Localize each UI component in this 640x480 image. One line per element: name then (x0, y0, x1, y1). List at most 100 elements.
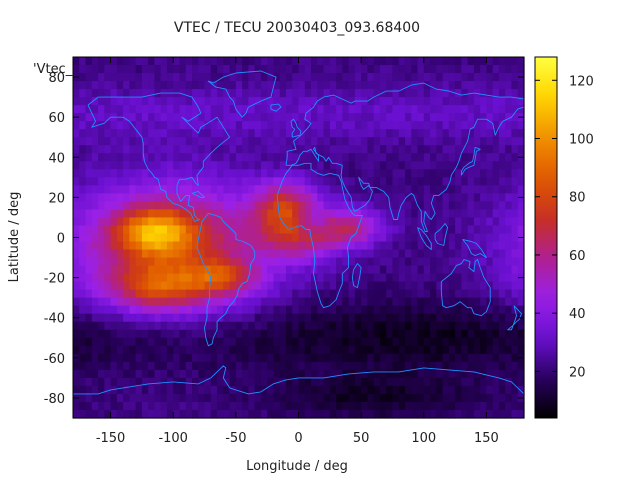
heatmap-cell (348, 297, 356, 307)
heatmap-cell (498, 129, 506, 138)
heatmap-cell (235, 137, 243, 146)
heatmap-cell (210, 377, 218, 387)
heatmap-cell (91, 177, 99, 186)
heatmap-cell (467, 321, 475, 331)
heatmap-cell (73, 89, 80, 98)
heatmap-cell (361, 409, 368, 419)
heatmap-cell (267, 225, 275, 235)
heatmap-cell (85, 153, 93, 162)
heatmap-cell (116, 137, 124, 146)
heatmap-cell (123, 153, 130, 162)
heatmap-cell (386, 217, 394, 227)
heatmap-cell (392, 129, 400, 138)
heatmap-cell (423, 145, 431, 154)
heatmap-cell (442, 217, 450, 227)
heatmap-cell (166, 401, 174, 411)
heatmap-cell (217, 161, 224, 170)
heatmap-cell (217, 145, 224, 154)
heatmap-cell (135, 409, 143, 419)
heatmap-cell (154, 273, 162, 283)
heatmap-cell (116, 73, 124, 82)
heatmap-cell (141, 313, 149, 323)
y-tick-label: 80 (48, 71, 65, 86)
heatmap-cell (492, 89, 500, 98)
heatmap-cell (292, 313, 300, 323)
heatmap-cell (361, 129, 368, 138)
heatmap-cell (404, 265, 412, 275)
heatmap-cell (198, 337, 206, 347)
heatmap-cell (348, 401, 356, 411)
heatmap-cell (304, 265, 312, 275)
heatmap-cell (467, 401, 475, 411)
heatmap-cell (336, 369, 343, 379)
heatmap-cell (148, 321, 156, 331)
heatmap-cell (110, 337, 118, 347)
heatmap-cell (448, 153, 456, 162)
heatmap-cell (392, 201, 400, 211)
heatmap-cell (198, 281, 206, 291)
heatmap-cell (311, 225, 318, 235)
heatmap-cell (442, 225, 450, 235)
heatmap-cell (123, 297, 130, 307)
heatmap-cell (423, 201, 431, 211)
heatmap-cell (448, 97, 456, 106)
heatmap-cell (129, 185, 137, 194)
heatmap-cell (279, 177, 287, 186)
heatmap-cell (248, 337, 256, 347)
heatmap-cell (217, 305, 224, 315)
heatmap-cell (398, 337, 406, 347)
heatmap-cell (461, 241, 469, 251)
heatmap-cell (292, 177, 300, 186)
heatmap-cell (279, 97, 287, 106)
heatmap-cell (392, 345, 400, 355)
heatmap-cell (411, 121, 419, 130)
heatmap-cell (198, 161, 206, 170)
heatmap-cell (267, 281, 275, 291)
heatmap-cell (392, 393, 400, 403)
y-tick-label: 60 (48, 111, 65, 126)
heatmap-cell (123, 121, 130, 130)
heatmap-cell (254, 97, 262, 106)
heatmap-cell (73, 281, 80, 291)
heatmap-cell (442, 121, 450, 130)
heatmap-cell (379, 57, 387, 66)
heatmap-cell (267, 289, 275, 299)
heatmap-cell (417, 401, 425, 411)
heatmap-cell (311, 393, 318, 403)
heatmap-cell (436, 97, 444, 106)
heatmap-cell (260, 113, 268, 122)
heatmap-cell (85, 121, 93, 130)
heatmap-cell (367, 385, 375, 395)
heatmap-cell (379, 369, 387, 379)
heatmap-cell (392, 369, 400, 379)
heatmap-cell (486, 161, 494, 170)
heatmap-cell (417, 369, 425, 379)
heatmap-cell (392, 313, 400, 323)
heatmap-cell (336, 337, 343, 347)
heatmap-cell (361, 169, 368, 178)
heatmap-cell (373, 249, 381, 259)
heatmap-cell (379, 201, 387, 211)
heatmap-cell (467, 97, 475, 106)
heatmap-cell (198, 65, 206, 74)
heatmap-cell (148, 65, 156, 74)
heatmap-cell (473, 225, 481, 235)
heatmap-cell (148, 377, 156, 387)
heatmap-cell (455, 193, 462, 202)
heatmap-cell (223, 233, 231, 243)
heatmap-cell (141, 353, 149, 363)
heatmap-cell (210, 89, 218, 98)
heatmap-cell (317, 113, 325, 122)
heatmap-cell (185, 137, 193, 146)
heatmap-cell (461, 89, 469, 98)
heatmap-cell (217, 113, 224, 122)
heatmap-cell (166, 185, 174, 194)
heatmap-cell (511, 313, 519, 323)
heatmap-cell (242, 73, 249, 82)
heatmap-cell (336, 209, 343, 219)
heatmap-cell (461, 329, 469, 339)
heatmap-cell (411, 393, 419, 403)
heatmap-cell (398, 377, 406, 387)
heatmap-cell (298, 113, 306, 122)
heatmap-cell (354, 169, 362, 178)
